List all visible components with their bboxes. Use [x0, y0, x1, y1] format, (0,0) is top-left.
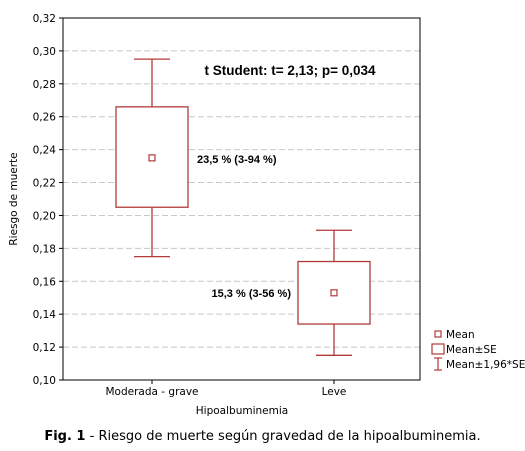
mean-marker [330, 289, 338, 297]
y-tick-label: 0,18 [33, 243, 56, 255]
caption-text: - Riesgo de muerte según gravedad de la … [85, 429, 481, 444]
y-tick-label: 0,10 [33, 375, 56, 387]
legend-label: Mean±SE [446, 344, 497, 356]
legend-mean-marker [434, 330, 442, 338]
legend-label: Mean±1,96*SE [446, 359, 525, 371]
axes [59, 17, 421, 384]
plot-frame [62, 17, 421, 381]
y-tick-label: 0,20 [33, 210, 56, 222]
boxes [115, 58, 371, 356]
y-tick-label: 0,22 [33, 178, 56, 190]
box-group-moderada-grave [115, 58, 189, 258]
legend-se-box [431, 343, 445, 355]
data-labels: 23,5 % (3-94 %) 15,3 % (3-56 %) [197, 154, 291, 300]
box-plot-chart: 0,10 0,12 0,14 0,16 0,18 0,20 0,22 0,24 0,26 0,28… [8, 13, 525, 417]
legend-label: Mean [446, 329, 475, 341]
box-group-leve [297, 229, 371, 356]
y-tick-label: 0,32 [33, 13, 56, 25]
mean-marker [148, 154, 156, 162]
y-tick-label: 0,12 [33, 342, 56, 354]
x-tick-label: Leve [322, 386, 347, 398]
figure-caption: Fig. 1 - Riesgo de muerte según gravedad… [0, 429, 525, 444]
y-tick-label: 0,14 [33, 309, 57, 321]
y-tick-label: 0,26 [33, 112, 57, 124]
y-tick-label: 0,28 [33, 79, 56, 91]
data-label: 15,3 % (3-56 %) [212, 288, 292, 300]
y-tick-label: 0,30 [33, 46, 56, 58]
data-label: 23,5 % (3-94 %) [197, 154, 277, 166]
y-tick-labels: 0,10 0,12 0,14 0,16 0,18 0,20 0,22 0,24 0,26 0,28… [33, 13, 57, 387]
test-annotation: t Student: t= 2,13; p= 0,034 [204, 63, 376, 78]
legend: Mean Mean±SE Mean±1,96*SE [431, 329, 525, 371]
caption-label: Fig. 1 [44, 429, 86, 444]
y-tick-label: 0,24 [33, 145, 57, 157]
x-tick-label: Moderada - grave [105, 386, 198, 398]
x-axis-label: Hipoalbuminemia [196, 405, 288, 417]
x-tick-labels: Moderada - grave Leve [105, 386, 346, 398]
y-tick-label: 0,16 [33, 276, 57, 288]
y-axis-label: Riesgo de muerte [8, 152, 20, 245]
